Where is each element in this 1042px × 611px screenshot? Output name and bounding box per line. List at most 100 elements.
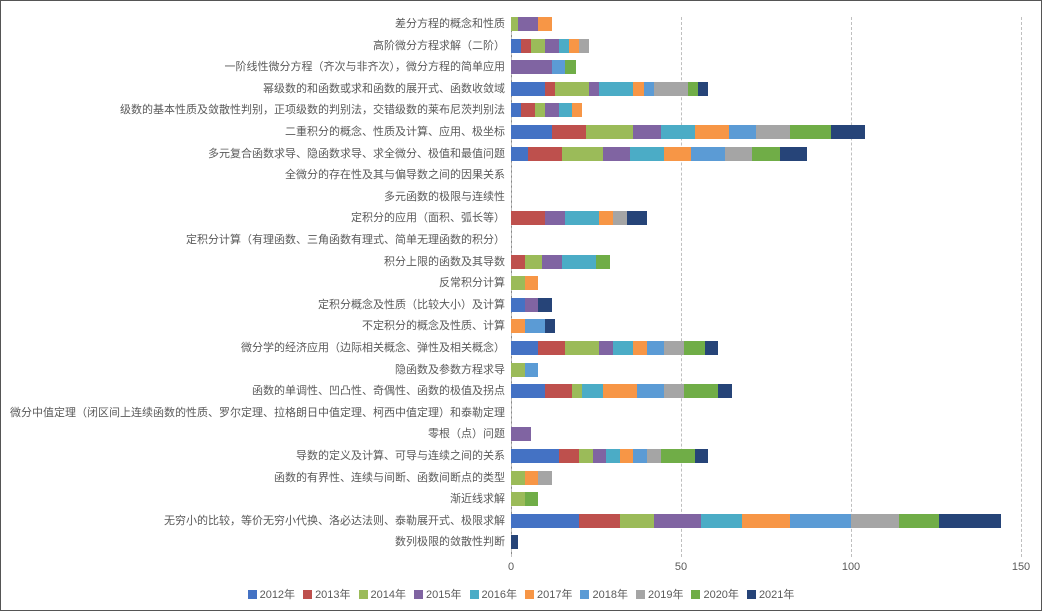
bar-segment-2017 — [572, 103, 582, 117]
chart-container: 差分方程的概念和性质高阶微分方程求解（二阶）一阶线性微分方程（齐次与非齐次），微… — [0, 0, 1042, 611]
bar-segment-2016 — [559, 103, 573, 117]
bar-segment-2018 — [644, 82, 654, 96]
plot-area — [511, 17, 1021, 557]
x-tick-label: 0 — [508, 561, 514, 573]
bar-segment-2020 — [565, 60, 575, 74]
category-label: 多元函数的极限与连续性 — [5, 190, 505, 204]
bar-segment-2020 — [688, 82, 698, 96]
bar-segment-2014 — [525, 255, 542, 269]
legend-label: 2020年 — [703, 589, 738, 601]
grid-line — [1021, 17, 1022, 557]
bar-segment-2014 — [565, 341, 599, 355]
bar-segment-2014 — [572, 384, 582, 398]
legend-swatch — [525, 590, 534, 599]
category-label: 不定积分的概念及性质、计算 — [5, 319, 505, 333]
bar-segment-2015 — [545, 103, 559, 117]
bar-segment-2021 — [627, 211, 647, 225]
legend-swatch — [303, 590, 312, 599]
bar-row — [511, 17, 552, 31]
bar-segment-2016 — [630, 147, 664, 161]
bar-segment-2013 — [552, 125, 586, 139]
bar-segment-2019 — [647, 449, 661, 463]
bar-segment-2019 — [664, 384, 684, 398]
category-label: 定积分概念及性质（比较大小）及计算 — [5, 298, 505, 312]
bar-segment-2012 — [511, 341, 538, 355]
legend-swatch — [691, 590, 700, 599]
bar-segment-2014 — [579, 449, 593, 463]
bar-segment-2017 — [599, 211, 613, 225]
bar-row — [511, 147, 807, 161]
bar-segment-2019 — [654, 82, 688, 96]
bar-segment-2013 — [545, 384, 572, 398]
bar-row — [511, 384, 732, 398]
bar-row — [511, 319, 555, 333]
bar-segment-2015 — [518, 17, 538, 31]
bar-segment-2016 — [661, 125, 695, 139]
bar-segment-2021 — [538, 298, 552, 312]
bar-segment-2012 — [511, 147, 528, 161]
bar-segment-2013 — [511, 211, 545, 225]
bar-segment-2017 — [525, 471, 539, 485]
bar-segment-2015 — [593, 449, 607, 463]
legend-swatch — [747, 590, 756, 599]
bar-segment-2013 — [511, 255, 525, 269]
bar-segment-2020 — [752, 147, 779, 161]
legend-swatch — [248, 590, 257, 599]
bar-segment-2014 — [511, 471, 525, 485]
bar-row — [511, 363, 538, 377]
bar-segment-2013 — [521, 103, 535, 117]
bar-segment-2018 — [633, 449, 647, 463]
bar-segment-2018 — [647, 341, 664, 355]
bar-segment-2020 — [596, 255, 610, 269]
bar-segment-2021 — [780, 147, 807, 161]
legend-label: 2017年 — [537, 589, 572, 601]
bar-segment-2015 — [511, 60, 552, 74]
x-tick-label: 150 — [1012, 561, 1030, 573]
category-label: 定积分计算（有理函数、三角函数有理式、简单无理函数的积分） — [5, 233, 505, 247]
legend-item-2015: 2015年 — [414, 586, 461, 602]
bar-row — [511, 298, 552, 312]
bar-row — [511, 449, 708, 463]
bar-segment-2018 — [525, 319, 545, 333]
bar-segment-2014 — [620, 514, 654, 528]
bar-segment-2018 — [637, 384, 664, 398]
bar-segment-2021 — [718, 384, 732, 398]
bar-row — [511, 60, 576, 74]
bar-segment-2013 — [579, 514, 620, 528]
bar-segment-2021 — [705, 341, 719, 355]
legend-label: 2019年 — [648, 589, 683, 601]
bar-segment-2015 — [589, 82, 599, 96]
bar-row — [511, 341, 718, 355]
category-label: 多元复合函数求导、隐函数求导、求全微分、极值和最值问题 — [5, 147, 505, 161]
bar-segment-2019 — [756, 125, 790, 139]
bar-segment-2012 — [511, 125, 552, 139]
category-label: 渐近线求解 — [5, 492, 505, 506]
bar-segment-2014 — [511, 17, 518, 31]
bar-segment-2018 — [552, 60, 566, 74]
bar-segment-2014 — [511, 492, 525, 506]
bar-segment-2015 — [542, 255, 562, 269]
bar-segment-2020 — [790, 125, 831, 139]
legend-label: 2015年 — [426, 589, 461, 601]
bar-row — [511, 535, 518, 549]
bar-segment-2013 — [538, 341, 565, 355]
bar-segment-2019 — [851, 514, 899, 528]
bar-segment-2020 — [684, 384, 718, 398]
bar-segment-2012 — [511, 298, 525, 312]
legend-swatch — [359, 590, 368, 599]
bar-segment-2013 — [545, 82, 555, 96]
category-label: 级数的基本性质及敛散性判别，正项级数的判别法，交错级数的莱布尼茨判别法 — [5, 103, 505, 117]
grid-line — [681, 17, 682, 557]
bar-segment-2012 — [511, 449, 559, 463]
bar-segment-2017 — [664, 147, 691, 161]
bar-row — [511, 427, 531, 441]
bar-segment-2017 — [695, 125, 729, 139]
legend-item-2014: 2014年 — [359, 586, 406, 602]
category-label: 积分上限的函数及其导数 — [5, 255, 505, 269]
bar-segment-2015 — [525, 298, 539, 312]
bar-segment-2016 — [599, 82, 633, 96]
bar-segment-2020 — [525, 492, 539, 506]
bar-segment-2014 — [511, 276, 525, 290]
bar-segment-2016 — [701, 514, 742, 528]
category-label: 反常积分计算 — [5, 276, 505, 290]
